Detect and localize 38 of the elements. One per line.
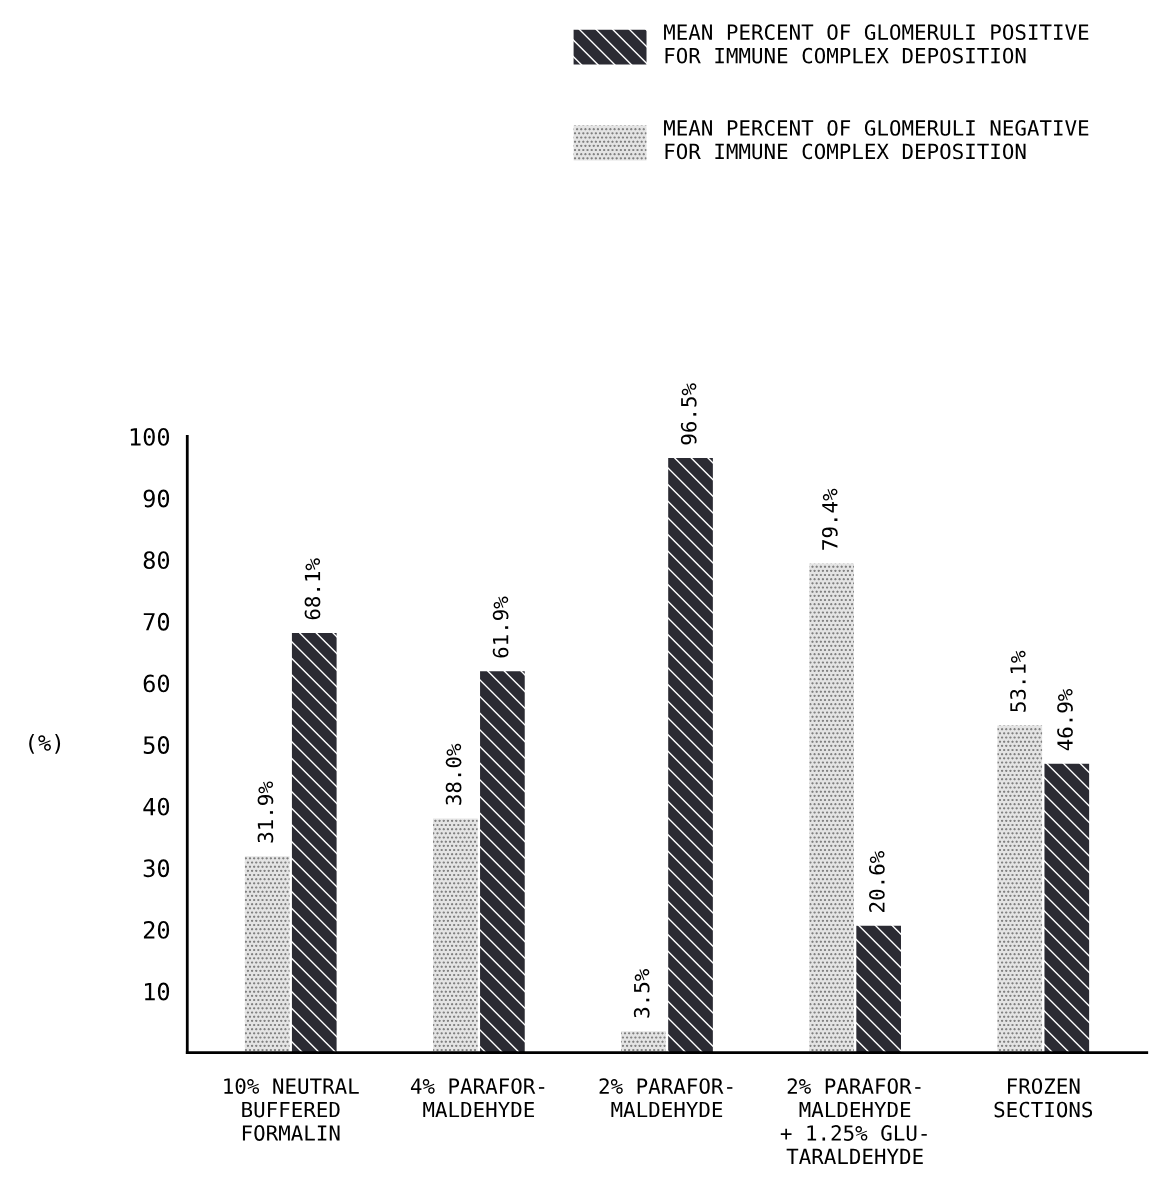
- y-tick-label: 30: [143, 859, 170, 878]
- data-label: 61.9%: [492, 596, 509, 658]
- bar: [668, 458, 713, 1053]
- bar: [1044, 763, 1090, 1053]
- bar: [244, 856, 290, 1053]
- y-tick-label: 60: [143, 674, 170, 693]
- data-label: 53.1%: [1010, 650, 1026, 712]
- bar: [997, 725, 1043, 1053]
- bar: [809, 563, 854, 1053]
- y-tick-label: 90: [143, 489, 170, 508]
- x-tick-label: 2% PARAFOR- MALDEHYDE: [599, 1078, 733, 1118]
- x-tick-label: 2% PARAFOR- MALDEHYDE + 1.25% GLU- TARALDEHYDE: [780, 1078, 927, 1165]
- y-tick-label: 80: [143, 551, 170, 570]
- bar: [433, 818, 478, 1053]
- y-tick-label: 100: [130, 427, 170, 446]
- data-label: 96.5%: [680, 383, 697, 445]
- x-tick-label: FROZEN SECTIONS: [994, 1078, 1093, 1118]
- data-label: 68.1%: [304, 558, 321, 620]
- legend-label: MEAN PERCENT OF GLOMERULI NEGATIVE FOR IMMUNE COMPLEX DEPOSITION: [664, 120, 1089, 160]
- data-label: 20.6%: [869, 851, 885, 912]
- data-label: 46.9%: [1057, 688, 1073, 751]
- bar: [856, 925, 901, 1053]
- x-tick-label: 4% PARAFOR- MALDEHYDE: [410, 1078, 545, 1118]
- bar: [621, 1031, 666, 1053]
- data-label: 38.0%: [445, 743, 462, 805]
- y-tick-label: 50: [143, 736, 170, 754]
- y-tick-label: 70: [143, 612, 170, 631]
- y-tick-label: 40: [143, 797, 170, 816]
- bar: [291, 633, 337, 1053]
- data-label: 3.5%: [633, 968, 650, 1018]
- y-tick-label: 20: [143, 920, 170, 939]
- data-label: 31.9%: [257, 781, 274, 843]
- data-label: 79.4%: [821, 488, 838, 550]
- bar: [480, 671, 525, 1053]
- legend-label: MEAN PERCENT OF GLOMERULI POSITIVE FOR IMMUNE COMPLEX DEPOSITION: [664, 24, 1089, 64]
- y-tick-label: 10: [145, 982, 170, 1001]
- x-tick-label: 10% NEUTRAL BUFFERED FORMALIN: [224, 1078, 359, 1141]
- y-axis-title: (%): [29, 733, 61, 754]
